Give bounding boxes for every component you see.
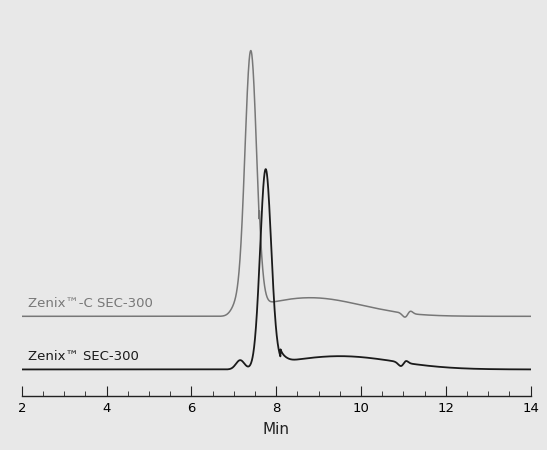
Text: Zenix™ SEC-300: Zenix™ SEC-300	[28, 350, 139, 363]
Text: Zenix™-C SEC-300: Zenix™-C SEC-300	[28, 297, 153, 310]
X-axis label: Min: Min	[263, 422, 290, 436]
